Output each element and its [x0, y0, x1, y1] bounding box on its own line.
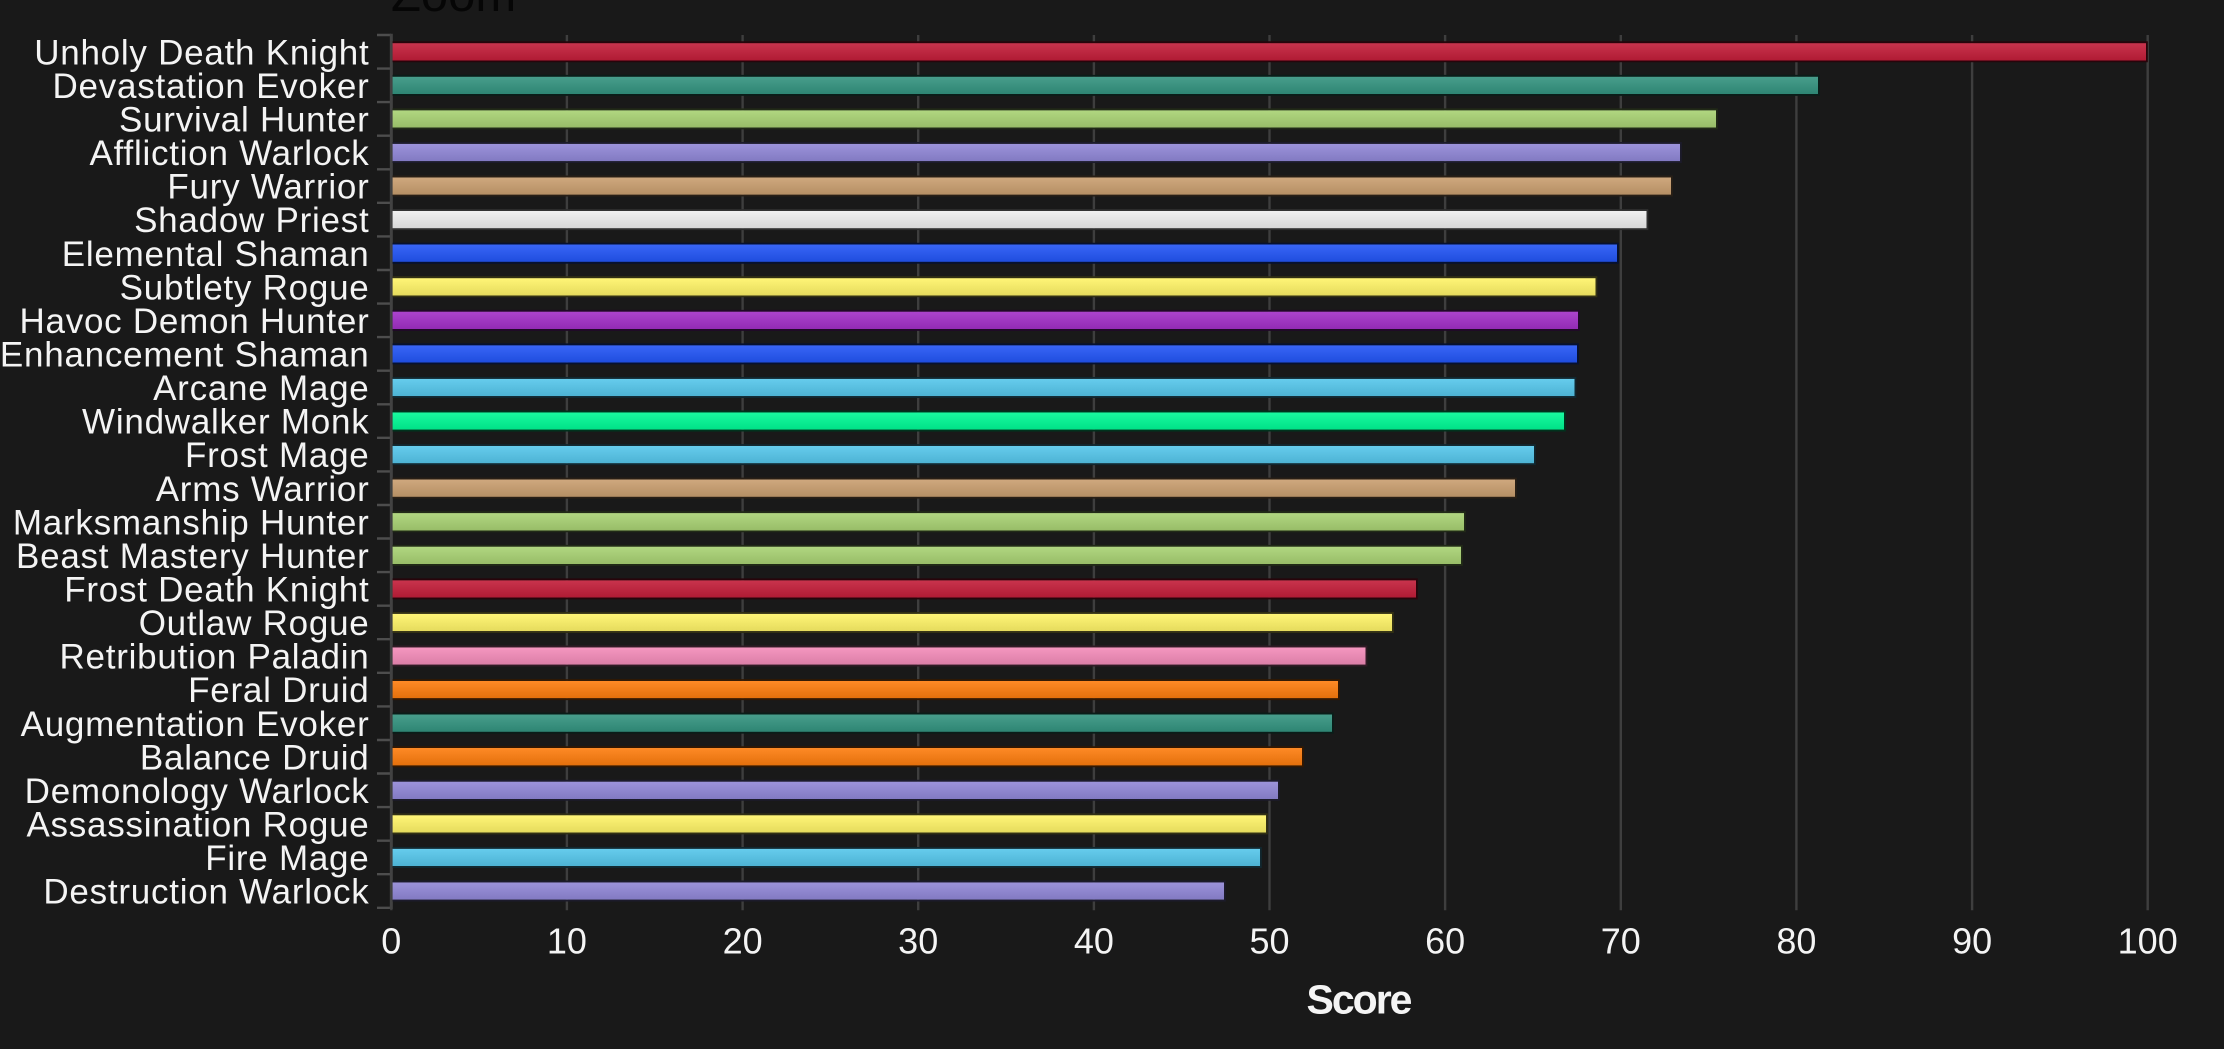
svg-text:Frost Mage: Frost Mage — [185, 436, 370, 475]
svg-text:80: 80 — [1776, 921, 1816, 962]
svg-text:Beast Mastery Hunter: Beast Mastery Hunter — [16, 537, 369, 576]
svg-text:Assassination Rogue: Assassination Rogue — [26, 806, 369, 845]
svg-text:Unholy Death Knight: Unholy Death Knight — [34, 33, 369, 72]
svg-text:Subtlety Rogue: Subtlety Rogue — [120, 268, 370, 307]
svg-text:Survival Hunter: Survival Hunter — [119, 101, 370, 140]
svg-text:50: 50 — [1249, 921, 1289, 962]
svg-text:Marksmanship Hunter: Marksmanship Hunter — [13, 503, 370, 542]
svg-text:Shadow Priest: Shadow Priest — [134, 201, 369, 240]
svg-text:Outlaw Rogue: Outlaw Rogue — [139, 604, 370, 643]
svg-text:30: 30 — [898, 921, 938, 962]
svg-text:60: 60 — [1425, 921, 1465, 962]
svg-text:20: 20 — [723, 921, 763, 962]
svg-text:40: 40 — [1074, 921, 1114, 962]
svg-text:Augmentation Evoker: Augmentation Evoker — [21, 705, 370, 744]
svg-text:Arms Warrior: Arms Warrior — [156, 470, 370, 509]
svg-text:Balance Druid: Balance Druid — [140, 738, 370, 777]
svg-text:Feral Druid: Feral Druid — [188, 671, 369, 710]
svg-text:Score: Score — [1307, 977, 1412, 1023]
svg-text:Affliction Warlock: Affliction Warlock — [90, 134, 370, 173]
svg-text:Devastation Evoker: Devastation Evoker — [53, 67, 370, 106]
svg-text:Retribution Paladin: Retribution Paladin — [60, 638, 370, 677]
svg-text:Destruction Warlock: Destruction Warlock — [43, 873, 369, 912]
svg-text:100: 100 — [2118, 921, 2178, 962]
svg-text:70: 70 — [1601, 921, 1641, 962]
svg-text:Zoom: Zoom — [391, 0, 516, 22]
svg-text:10: 10 — [547, 921, 587, 962]
svg-text:Fire Mage: Fire Mage — [205, 839, 369, 878]
svg-text:Enhancement Shaman: Enhancement Shaman — [0, 336, 370, 375]
svg-text:90: 90 — [1952, 921, 1992, 962]
svg-text:0: 0 — [381, 921, 401, 962]
svg-text:Fury Warrior: Fury Warrior — [167, 168, 369, 207]
svg-text:Frost Death Knight: Frost Death Knight — [64, 571, 369, 610]
svg-text:Windwalker Monk: Windwalker Monk — [82, 403, 369, 442]
svg-text:Demonology Warlock: Demonology Warlock — [25, 772, 370, 811]
svg-text:Arcane Mage: Arcane Mage — [153, 369, 369, 408]
svg-text:Havoc Demon Hunter: Havoc Demon Hunter — [19, 302, 369, 341]
svg-text:Elemental Shaman: Elemental Shaman — [62, 235, 370, 274]
